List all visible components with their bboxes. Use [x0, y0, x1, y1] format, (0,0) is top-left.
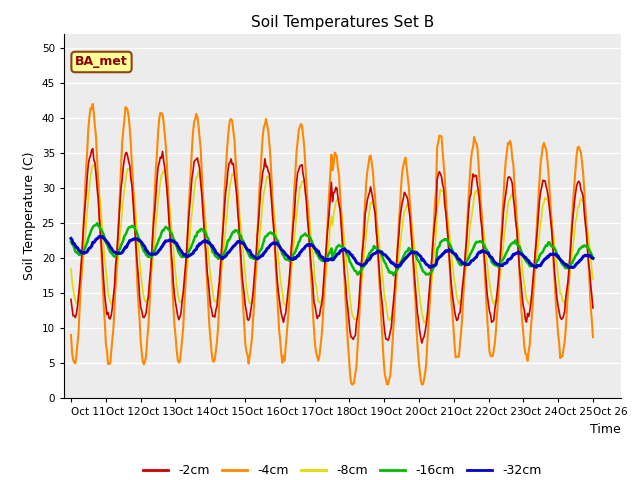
Legend: -2cm, -4cm, -8cm, -16cm, -32cm: -2cm, -4cm, -8cm, -16cm, -32cm	[138, 459, 547, 480]
Title: Soil Temperatures Set B: Soil Temperatures Set B	[251, 15, 434, 30]
Text: BA_met: BA_met	[75, 56, 128, 69]
X-axis label: Time: Time	[590, 423, 621, 436]
Y-axis label: Soil Temperature (C): Soil Temperature (C)	[23, 152, 36, 280]
